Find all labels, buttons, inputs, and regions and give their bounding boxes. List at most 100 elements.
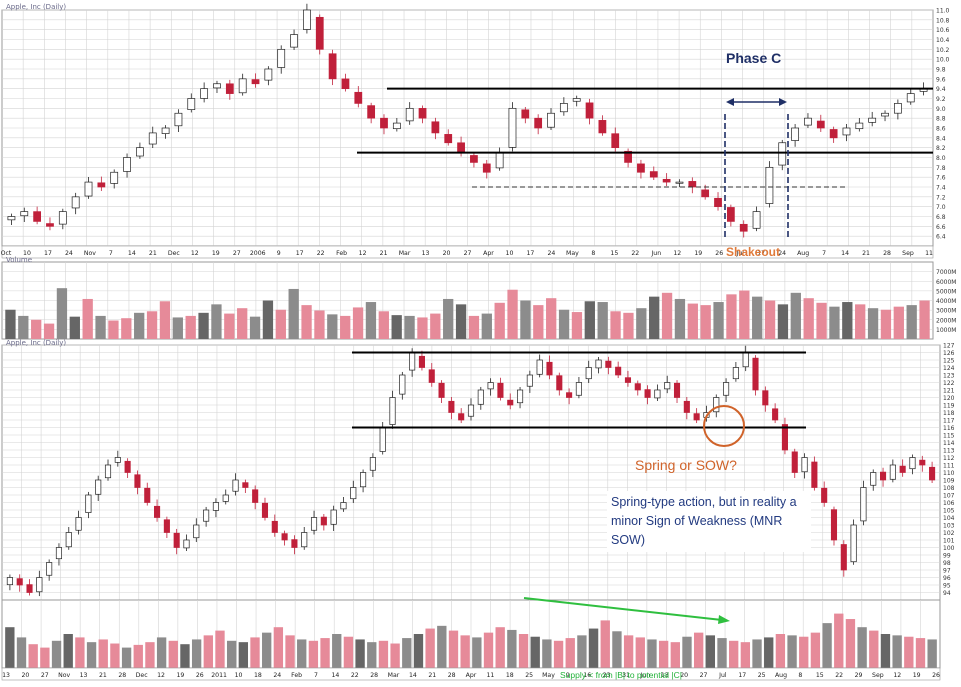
top-price-candle-body (33, 211, 42, 222)
top-volume-volume-bar (855, 304, 866, 339)
bottom-volume-volume-bar (892, 635, 902, 668)
top-price-y-tick-label: 7.8 (936, 165, 946, 172)
top-price-x-tick-label: 7 (822, 250, 826, 257)
bottom-volume-volume-bar (600, 620, 610, 668)
top-price-x-tick-label: 22 (631, 250, 639, 257)
top-price-candle-body (816, 120, 825, 129)
bottom-volume-volume-bar (729, 640, 739, 668)
bottom-price-y-tick-label: 103 (943, 523, 955, 530)
bottom-volume-volume-bar (904, 636, 914, 668)
bottom-volume-volume-bar (203, 635, 213, 668)
bottom-price-y-tick-label: 95 (943, 583, 951, 590)
bottom-price-candle-body (134, 474, 141, 488)
bottom-volume-volume-bar (145, 642, 155, 668)
top-price-x-tick-label: 21 (380, 250, 388, 257)
top-volume-volume-bar (249, 316, 261, 339)
top-price-candle-body (714, 197, 722, 208)
bottom-price-y-tick-label: 110 (943, 470, 955, 477)
bottom-price-x-tick-label: 28 (370, 672, 378, 679)
top-price-candle-body (405, 107, 414, 122)
top-price-candle-body (431, 121, 440, 134)
top-price-candle-body (84, 181, 93, 197)
top-volume-volume-bar (443, 298, 454, 339)
bottom-price-x-tick-label: 19 (913, 672, 921, 679)
top-volume-volume-bar (623, 312, 634, 339)
bottom-price-candle-body (801, 457, 808, 473)
bottom-price-candle-body (870, 472, 877, 486)
top-price-y-tick-label: 9.0 (936, 106, 946, 113)
bottom-volume-volume-bar (717, 638, 727, 668)
bottom-volume-volume-bar (705, 635, 716, 668)
top-volume-volume-bar (18, 315, 29, 339)
bottom-price-candle-body (624, 377, 632, 383)
top-price-y-tick-label: 10.4 (936, 37, 950, 44)
bottom-price-candle-body (6, 577, 13, 586)
bottom-volume-volume-bar (822, 623, 832, 668)
top-volume-volume-bar (803, 298, 814, 339)
bottom-volume-volume-bar (121, 647, 132, 668)
bottom-price-candle-body (65, 532, 72, 548)
bottom-price-candle-body (752, 357, 759, 391)
top-volume-volume-bar (314, 310, 325, 339)
bottom-price-y-tick-label: 97 (943, 568, 951, 575)
bottom-price-candle-body (232, 479, 239, 492)
top-volume-volume-bar (455, 304, 467, 339)
bottom-volume-volume-bar (588, 628, 599, 668)
top-volume-volume-bar (584, 301, 595, 339)
bottom-price-candle-body (605, 360, 612, 368)
bottom-price-candle-body (595, 359, 602, 369)
bottom-price-x-tick-label: May (542, 672, 555, 679)
top-price-y-tick-label: 8.6 (936, 126, 946, 133)
bottom-price-x-tick-label: Dec (136, 672, 149, 679)
bottom-price-x-tick-label: 26 (196, 672, 204, 679)
top-price-candle-body (547, 112, 555, 128)
spring-or-sow-label: Spring or SOW? (635, 457, 737, 473)
bottom-price-candle-body (634, 383, 641, 391)
top-price-x-tick-label: 27 (233, 250, 241, 257)
top-price-candle-body (71, 196, 80, 209)
top-volume-volume-bar (661, 292, 673, 339)
bottom-price-candle-body (154, 505, 161, 518)
bottom-volume-volume-bar (156, 637, 167, 668)
top-price-candle-body (495, 152, 504, 169)
top-price-x-tick-label: 11 (925, 250, 933, 257)
top-price-x-tick-label: 27 (464, 250, 472, 257)
top-volume-volume-bar (211, 304, 222, 339)
top-price-x-tick-label: 17 (296, 250, 304, 257)
top-volume-volume-bar (31, 319, 42, 339)
bottom-price-y-tick-label: 105 (943, 508, 955, 515)
bottom-price-candle-body (418, 355, 425, 368)
bottom-volume-volume-bar (927, 639, 937, 668)
top-price-candle-body (637, 163, 645, 173)
top-price-x-tick-label: 21 (149, 250, 157, 257)
bottom-volume-volume-bar (623, 635, 634, 668)
bottom-price-candle-body (438, 382, 445, 398)
top-volume-volume-bar (198, 312, 209, 339)
bottom-price-candle-body (536, 359, 543, 375)
top-price-panel: 6.4 6.6 6.8 7.0 7.2 7.4 7.6 7.8 8.0 8.2 8.4 8.6 8.8 9… (1, 3, 950, 259)
top-price-candle-body (328, 53, 337, 80)
top-price-candle-body (572, 98, 581, 102)
bottom-price-candle-body (301, 532, 308, 548)
top-volume-volume-bar (301, 305, 312, 339)
top-price-candle-body (804, 117, 812, 126)
top-price-candle-body (187, 98, 196, 110)
top-price-candle-body (829, 129, 838, 139)
bottom-price-candle-body (104, 464, 112, 479)
bottom-price-x-tick-label: Jun (640, 672, 651, 679)
bottom-price-x-tick-label: Feb (291, 672, 302, 679)
bottom-volume-volume-bar (857, 627, 867, 668)
bottom-price-candle-body (124, 460, 131, 473)
bottom-volume-volume-bar (507, 629, 517, 668)
top-price-candle-body (791, 127, 799, 141)
top-price-candle-body (110, 171, 119, 184)
bottom-price-y-tick-label: 102 (943, 530, 955, 537)
bottom-price-candle-body (114, 457, 121, 463)
bottom-volume-volume-bar (483, 632, 494, 668)
top-volume-volume-bar (404, 315, 415, 339)
top-price-candle-body (148, 132, 157, 145)
top-price-candle-body (136, 147, 144, 157)
bottom-volume-volume-bar (880, 634, 891, 668)
bottom-volume-volume-bar (297, 639, 307, 668)
